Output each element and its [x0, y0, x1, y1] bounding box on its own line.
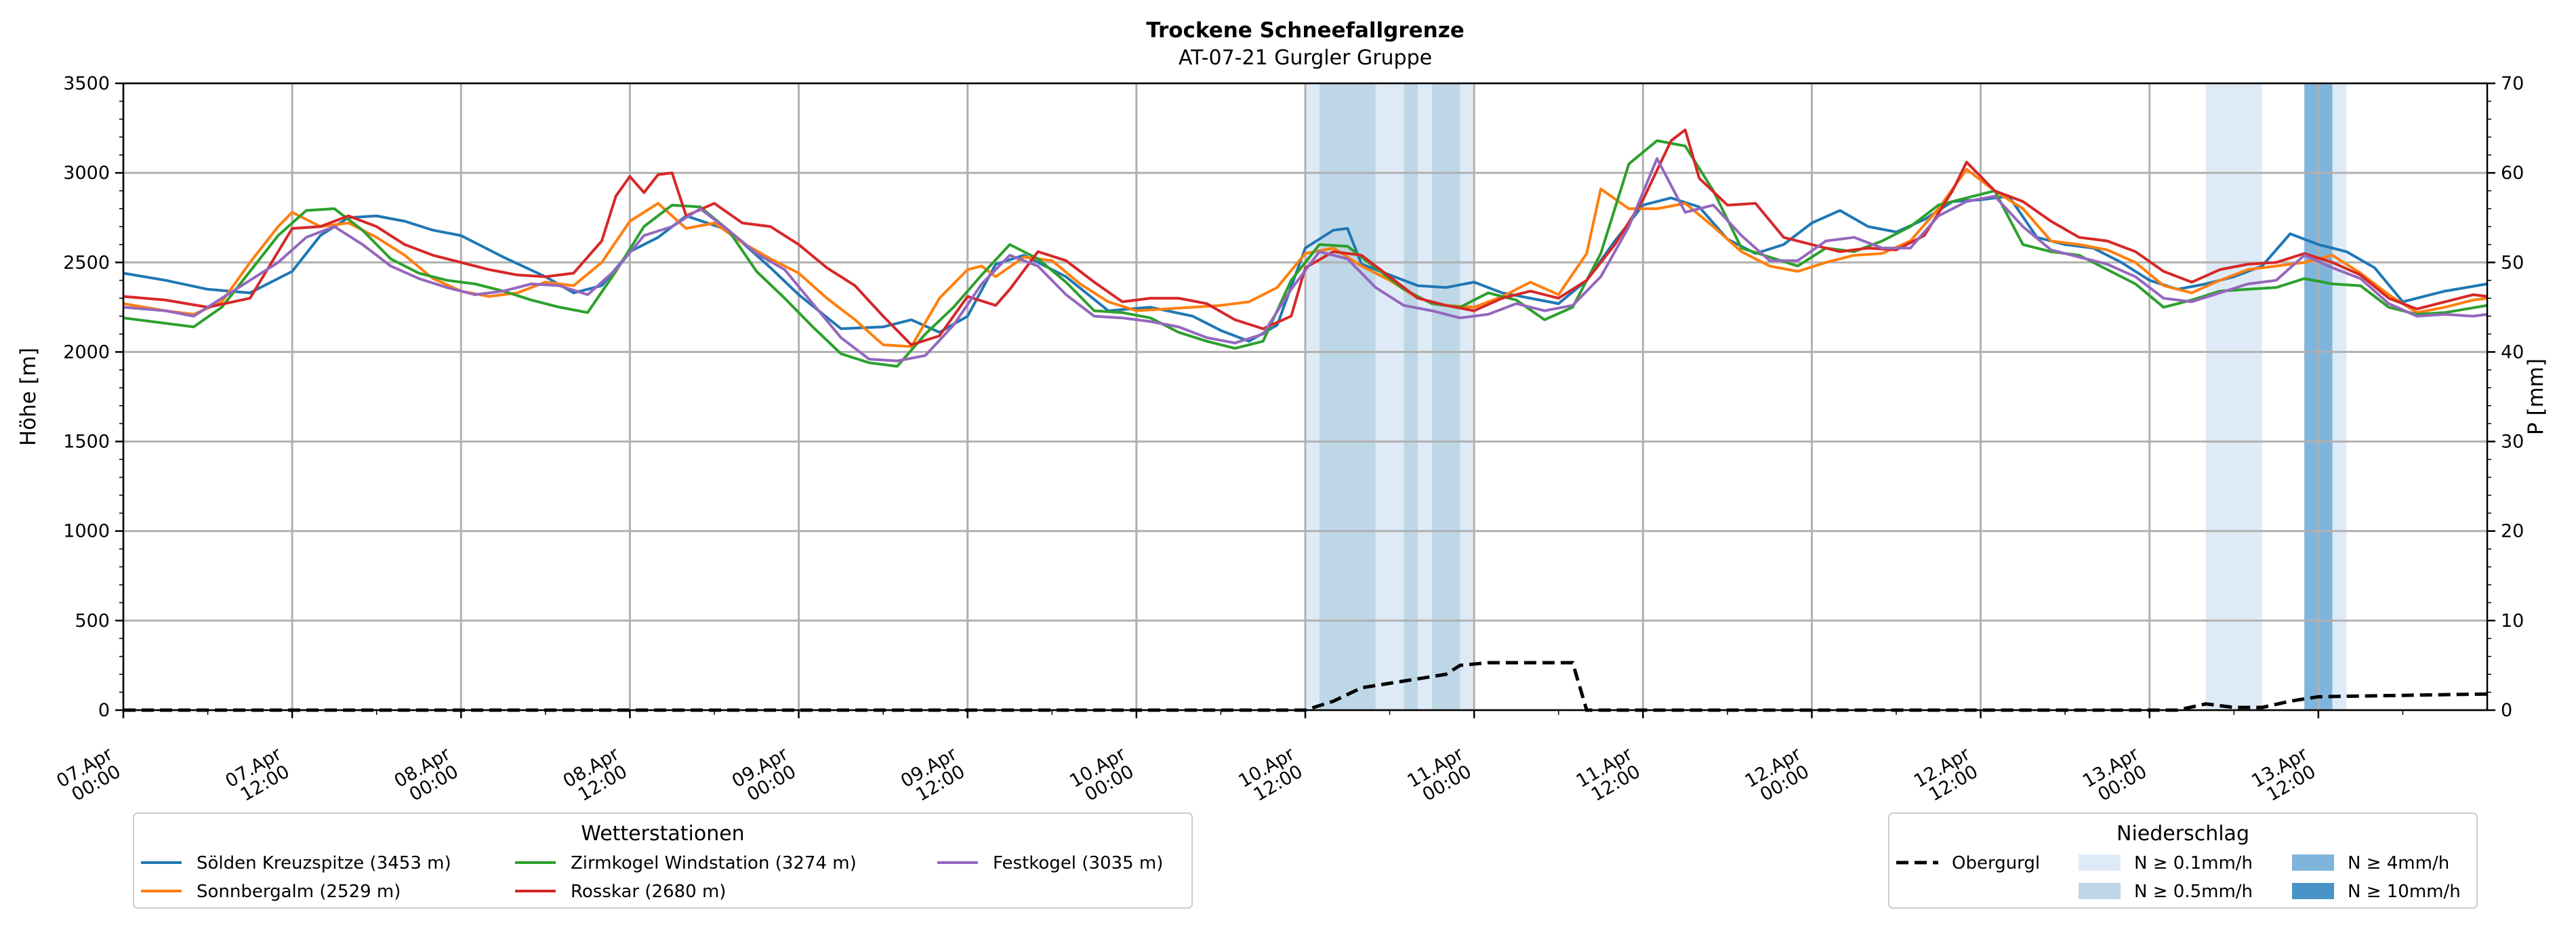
series-line — [123, 194, 2488, 343]
precip-bar — [1460, 83, 1475, 710]
precip-line — [123, 661, 2488, 712]
legend-stations-label: Zirmkogel Windstation (3274 m) — [571, 853, 857, 873]
grid — [122, 82, 2487, 711]
legend-stations-frame — [133, 812, 1193, 909]
precip-bar — [2205, 83, 2262, 710]
series-line — [123, 167, 2488, 348]
legend-precip-label: N ≥ 10mm/h — [2348, 882, 2461, 902]
y-tick-label-left: 3500 — [63, 73, 110, 94]
legend-precip-entries: Obergurgl N ≥ 0.1mm/h N ≥ 0.5mm/h N ≥ 4mm/h… — [1896, 853, 2461, 902]
legend-stations-label: Sölden Kreuzspitze (3453 m) — [197, 853, 451, 873]
series-line — [123, 157, 2488, 363]
y-tick-label-right: 0 — [2501, 700, 2512, 721]
legend-stations-label: Festkogel (3035 m) — [993, 853, 1163, 873]
precip-bar — [1418, 83, 1432, 710]
legend-precip-swatch — [2079, 854, 2121, 871]
y-tick-label-left: 0 — [98, 700, 110, 721]
precip-bar — [1404, 83, 1418, 710]
y-tick-label-right: 10 — [2501, 611, 2524, 632]
y-tick-label-right: 20 — [2501, 521, 2524, 542]
legend-stations-title: Wetterstationen — [581, 822, 744, 846]
legend-precip-label: N ≥ 0.1mm/h — [2134, 853, 2253, 873]
legend-precip: Niederschlag Obergurgl N ≥ 0.1mm/h N ≥ 0.5… — [1888, 812, 2478, 909]
precip-bar — [2332, 83, 2347, 710]
precip-bar — [1305, 83, 1320, 710]
legend-precip-label: Obergurgl — [1952, 853, 2040, 873]
chart-title: Trockene Schneefallgrenze — [1146, 18, 1465, 43]
series-lines — [123, 128, 2488, 368]
legend-precip-label: N ≥ 4mm/h — [2348, 853, 2449, 873]
legend-stations-label: Sonnbergalm (2529 m) — [197, 882, 401, 902]
precip-bar — [1431, 83, 1460, 710]
y-tick-label-right: 30 — [2501, 432, 2524, 453]
legend-stations-label: Rosskar (2680 m) — [571, 882, 726, 902]
y-axis-label-left: Höhe [m] — [16, 348, 41, 446]
legend-precip-swatch — [2079, 883, 2121, 899]
y-tick-label-right: 40 — [2501, 342, 2524, 363]
y-tick-label-left: 500 — [75, 611, 110, 632]
precip-bar — [1375, 83, 1404, 710]
y-axis-label-right: P [mm] — [2524, 358, 2548, 435]
y-tick-label-left: 2000 — [63, 342, 110, 363]
y-tick-label-left: 1000 — [63, 521, 110, 542]
legend-precip-swatch — [2292, 883, 2334, 899]
precip-bars — [1305, 83, 2347, 710]
y-tick-label-right: 50 — [2501, 252, 2524, 273]
precip-bar — [1319, 83, 1376, 710]
series-line — [123, 128, 2488, 346]
legend-precip-label: N ≥ 0.5mm/h — [2134, 882, 2253, 902]
legend-precip-title: Niederschlag — [2117, 822, 2249, 846]
legend-precip-swatch — [2292, 854, 2334, 871]
y-tick-label-left: 2500 — [63, 252, 110, 273]
legend-stations-entries: Sölden Kreuzspitze (3453 m) Sonnbergalm (… — [141, 853, 1163, 902]
y-tick-label-left: 1500 — [63, 432, 110, 453]
legend-stations: Wetterstationen Sölden Kreuzspitze (3453… — [133, 812, 1193, 909]
chart-subtitle: AT-07-21 Gurgler Gruppe — [1179, 46, 1432, 70]
y-tick-label-left: 3000 — [63, 163, 110, 184]
precip-line-obergurgl — [123, 661, 2488, 712]
y-tick-label-right: 60 — [2501, 163, 2524, 184]
axis-ticks: 0 500 1000 1500 2000 2500 3000 3500 0 10 20 30 40 50 6… — [53, 73, 2524, 806]
y-tick-label-right: 70 — [2501, 73, 2524, 94]
